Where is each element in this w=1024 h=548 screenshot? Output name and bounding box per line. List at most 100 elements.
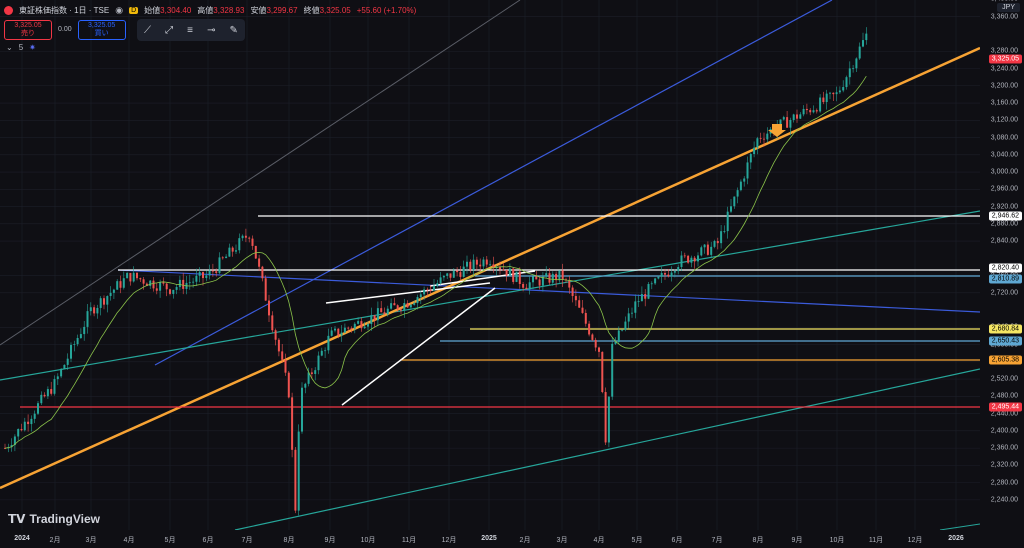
candle-body (145, 283, 148, 286)
candle-body (43, 394, 46, 397)
candle-body (855, 58, 858, 69)
candle-body (591, 334, 594, 340)
time-axis[interactable]: 2024 2月 3月 4月 5月 6月 7月 8月 9月 10月 11月 12月 2025 2月 3月 4月 5… (0, 530, 1024, 548)
high-value: 3,328.93 (213, 5, 245, 15)
teal-bottom-trendline (939, 523, 980, 530)
candle-body (726, 211, 729, 232)
candle-body (436, 283, 439, 286)
candle-body (786, 117, 789, 128)
ray-tool-icon[interactable]: ⤢ (165, 24, 174, 36)
candle-body (406, 303, 409, 308)
candle-body (320, 350, 323, 356)
candle-body (604, 392, 607, 443)
time-tick-label: 12月 (441, 537, 457, 544)
candle-body (129, 273, 132, 282)
candle-body (528, 282, 531, 290)
candle-body (756, 138, 759, 148)
symbol-title[interactable]: 東証株価指数 · 1日 · TSE (19, 5, 110, 15)
currency-selector[interactable]: JPY (997, 3, 1020, 12)
price-tick-label: 2,240.00 (990, 496, 1018, 504)
candle-body (109, 292, 112, 297)
candle-body (482, 259, 485, 267)
candle-body (677, 267, 680, 272)
candle-body (317, 355, 320, 371)
time-tick-label: 8月 (283, 537, 295, 544)
time-tick-label: 9月 (324, 537, 336, 544)
settings-gear-icon[interactable]: ✷ (29, 43, 36, 52)
candle-body (766, 133, 769, 140)
sell-button[interactable]: 3,325.05 売り (4, 20, 52, 40)
candle-body (86, 311, 89, 327)
candle-body (370, 315, 373, 325)
price-axis[interactable]: JPY 3,400.00 3,360.00 3,280.00 3,240.00 3,20… (980, 0, 1024, 530)
candle-body (106, 296, 109, 305)
candle-body (287, 372, 290, 398)
collapse-chevron-icon[interactable]: ⌄ (6, 43, 13, 52)
candle-body (472, 259, 475, 270)
price-tick-label: 3,200.00 (990, 82, 1018, 90)
tradingview-icon: 𝗧𝗩 (8, 512, 26, 526)
price-tick-label: 2,400.00 (990, 427, 1018, 435)
candle-body (79, 334, 82, 339)
candle-body (568, 280, 571, 288)
candle-body (215, 271, 218, 273)
candle-body (442, 275, 445, 278)
price-tick-label: 2,360.00 (990, 444, 1018, 452)
candle-body (657, 276, 660, 279)
candle-body (858, 46, 861, 59)
candle-body (76, 338, 79, 345)
candle-body (492, 264, 495, 268)
close-value: 3,325.05 (319, 5, 351, 15)
candle-body (271, 315, 274, 331)
candle-body (205, 275, 208, 279)
candle-body (304, 383, 307, 388)
candle-body (469, 261, 472, 270)
candle-body (796, 114, 798, 119)
candle-body (294, 449, 297, 511)
time-tick-label: 4月 (123, 537, 135, 544)
candle-body (446, 273, 449, 276)
candle-body (347, 327, 350, 329)
price-tick-label: 2,920.00 (990, 203, 1018, 211)
candle-body (235, 250, 237, 252)
visibility-eye-icon[interactable]: ◉ (115, 4, 124, 15)
candle-body (634, 301, 637, 313)
candle-body (578, 300, 581, 308)
candle-body (73, 344, 76, 345)
brush-tool-icon[interactable]: ✎ (229, 24, 238, 36)
candle-body (393, 303, 396, 306)
candle-body (93, 307, 96, 314)
candle-body (357, 321, 360, 324)
candle-body (400, 309, 402, 311)
symbol-logo-icon (4, 5, 13, 15)
candle-body (664, 273, 666, 275)
candle-body (690, 257, 693, 263)
candle-body (33, 413, 36, 419)
horizontal-ray-tool-icon[interactable]: ⊸ (207, 24, 216, 36)
candle-body (697, 255, 699, 262)
candle-body (538, 279, 541, 286)
candle-body (617, 330, 620, 343)
candle-body (479, 264, 482, 267)
buy-price: 3,325.05 (88, 22, 116, 29)
candle-body (499, 267, 501, 270)
candle-body (624, 321, 627, 330)
candle-body (310, 372, 313, 374)
level-label-2946: 2,946.62 (988, 211, 1022, 221)
candle-body (192, 281, 195, 283)
time-tick-label: 7月 (711, 537, 723, 544)
candle-body (452, 270, 455, 278)
candle-body (419, 294, 422, 298)
candle-body (350, 328, 353, 329)
trendline-tool-icon[interactable]: ⟋ (144, 24, 152, 36)
level-label-2810: 2,810.89 (988, 274, 1022, 284)
candle-body (63, 364, 66, 370)
candle-body (363, 326, 366, 329)
candle-body (17, 428, 20, 437)
parallel-channel-tool-icon[interactable]: ≡ (187, 24, 193, 36)
buy-button[interactable]: 3,325.05 買い (77, 20, 126, 40)
candle-body (489, 264, 492, 266)
level-label-2680: 2,680.84 (988, 324, 1022, 334)
price-tick-label: 2,720.00 (990, 289, 1018, 297)
price-chart-area[interactable] (0, 0, 980, 530)
